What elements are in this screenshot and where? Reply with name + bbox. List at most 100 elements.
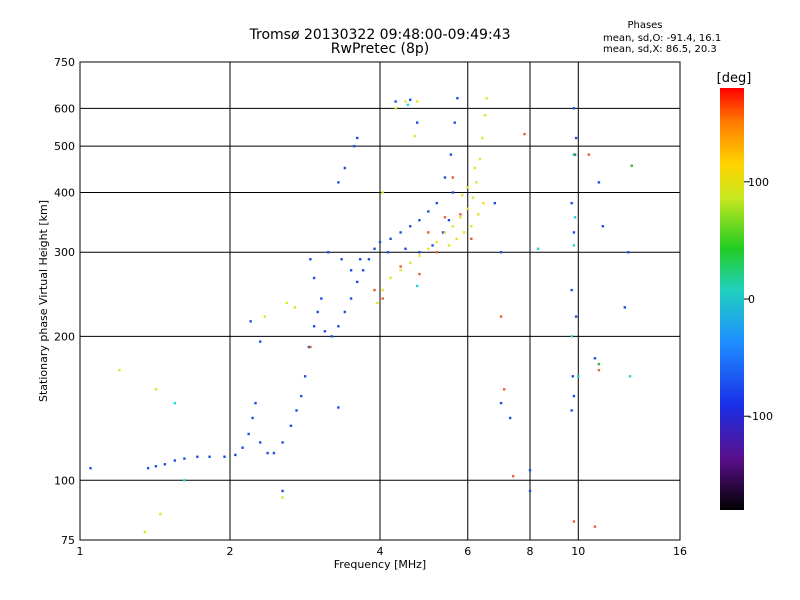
data-point [572, 244, 576, 247]
colorbar-tick-label: 100 [748, 176, 769, 189]
x-axis-label: Frequency [MHz] [334, 558, 426, 571]
data-point [570, 335, 573, 338]
data-point [478, 157, 482, 161]
data-point [435, 240, 438, 244]
data-point [259, 340, 262, 343]
data-point [352, 144, 356, 148]
y-tick-label: 300 [54, 246, 75, 259]
data-point [511, 474, 515, 478]
data-point [223, 455, 226, 458]
data-point [418, 254, 421, 257]
data-point [435, 251, 438, 254]
data-point [337, 406, 340, 409]
y-tick-label: 600 [54, 102, 75, 115]
data-point [627, 251, 630, 254]
data-point [435, 201, 438, 205]
data-point [456, 96, 459, 100]
data-point [502, 388, 506, 391]
data-point [508, 416, 512, 420]
data-point [597, 181, 601, 184]
data-point [386, 251, 390, 254]
data-point [499, 251, 503, 254]
data-point [399, 269, 402, 272]
phase-stats-title: Phases [627, 20, 663, 31]
phase-stats-o: mean, sd,O: -91.4, 16.1 [603, 33, 722, 44]
colorbar-ticks: 100 0 -100 [744, 176, 773, 423]
data-point [146, 466, 150, 470]
data-point [340, 258, 343, 261]
data-point [289, 424, 293, 428]
data-point [159, 512, 162, 516]
data-point [337, 325, 340, 328]
data-point [173, 459, 177, 462]
data-point [623, 306, 627, 309]
x-tick-label: 8 [527, 545, 534, 558]
data-point [571, 375, 575, 378]
data-point [409, 98, 412, 102]
phase-stats-x: mean, sd,X: 86.5, 20.3 [603, 44, 717, 55]
data-point [309, 345, 312, 349]
data-point [373, 288, 376, 292]
data-point [572, 520, 576, 523]
data-point [415, 100, 419, 103]
data-point [154, 388, 158, 391]
data-point [323, 330, 327, 333]
data-point [251, 416, 254, 420]
data-point [455, 237, 458, 241]
data-point [281, 441, 284, 444]
data-point [281, 489, 284, 493]
y-tick-label: 100 [54, 474, 75, 487]
data-point [208, 455, 211, 458]
axis-ticks: 1 2 4 6 8 10 16 75 100 200 300 400 500 600 750 [54, 56, 687, 558]
data-point [528, 468, 532, 472]
data-point [378, 240, 382, 244]
data-point [477, 213, 480, 216]
data-point [577, 375, 580, 378]
data-point [343, 310, 347, 314]
data-point [367, 258, 371, 261]
colorbar [720, 88, 744, 510]
data-point [418, 272, 421, 276]
colorbar-label: [deg] [717, 71, 752, 86]
data-point [409, 225, 412, 228]
data-point [143, 530, 147, 534]
data-point [499, 315, 503, 318]
data-point [413, 134, 417, 138]
data-point [570, 288, 573, 292]
x-tick-label: 16 [673, 545, 687, 558]
data-point [376, 301, 379, 305]
data-point [399, 231, 402, 234]
data-point [312, 276, 316, 280]
data-point [381, 297, 384, 300]
data-point [443, 231, 447, 234]
data-point [572, 107, 576, 110]
data-point [307, 345, 311, 349]
chart-subtitle: RwPretec (8p) [330, 41, 430, 57]
data-point [570, 201, 573, 205]
data-point [628, 375, 632, 378]
data-point [441, 231, 445, 234]
colorbar-tick-label: -100 [748, 410, 773, 423]
data-point [473, 166, 477, 170]
data-point [241, 446, 244, 449]
data-point [263, 315, 267, 318]
data-point [597, 362, 601, 366]
data-point [466, 207, 469, 210]
data-point [389, 276, 392, 280]
data-point [89, 466, 92, 470]
data-point [163, 463, 167, 466]
data-point [154, 465, 158, 468]
data-point [183, 479, 186, 482]
data-point [572, 153, 576, 156]
data-point [451, 191, 455, 194]
data-point [572, 394, 576, 398]
data-point [418, 219, 421, 222]
data-point [523, 132, 526, 136]
y-tick-label: 750 [54, 56, 75, 69]
data-point [409, 261, 412, 265]
data-point [447, 244, 451, 247]
data-point [247, 432, 250, 436]
x-tick-label: 2 [227, 545, 234, 558]
data-point [593, 357, 597, 360]
